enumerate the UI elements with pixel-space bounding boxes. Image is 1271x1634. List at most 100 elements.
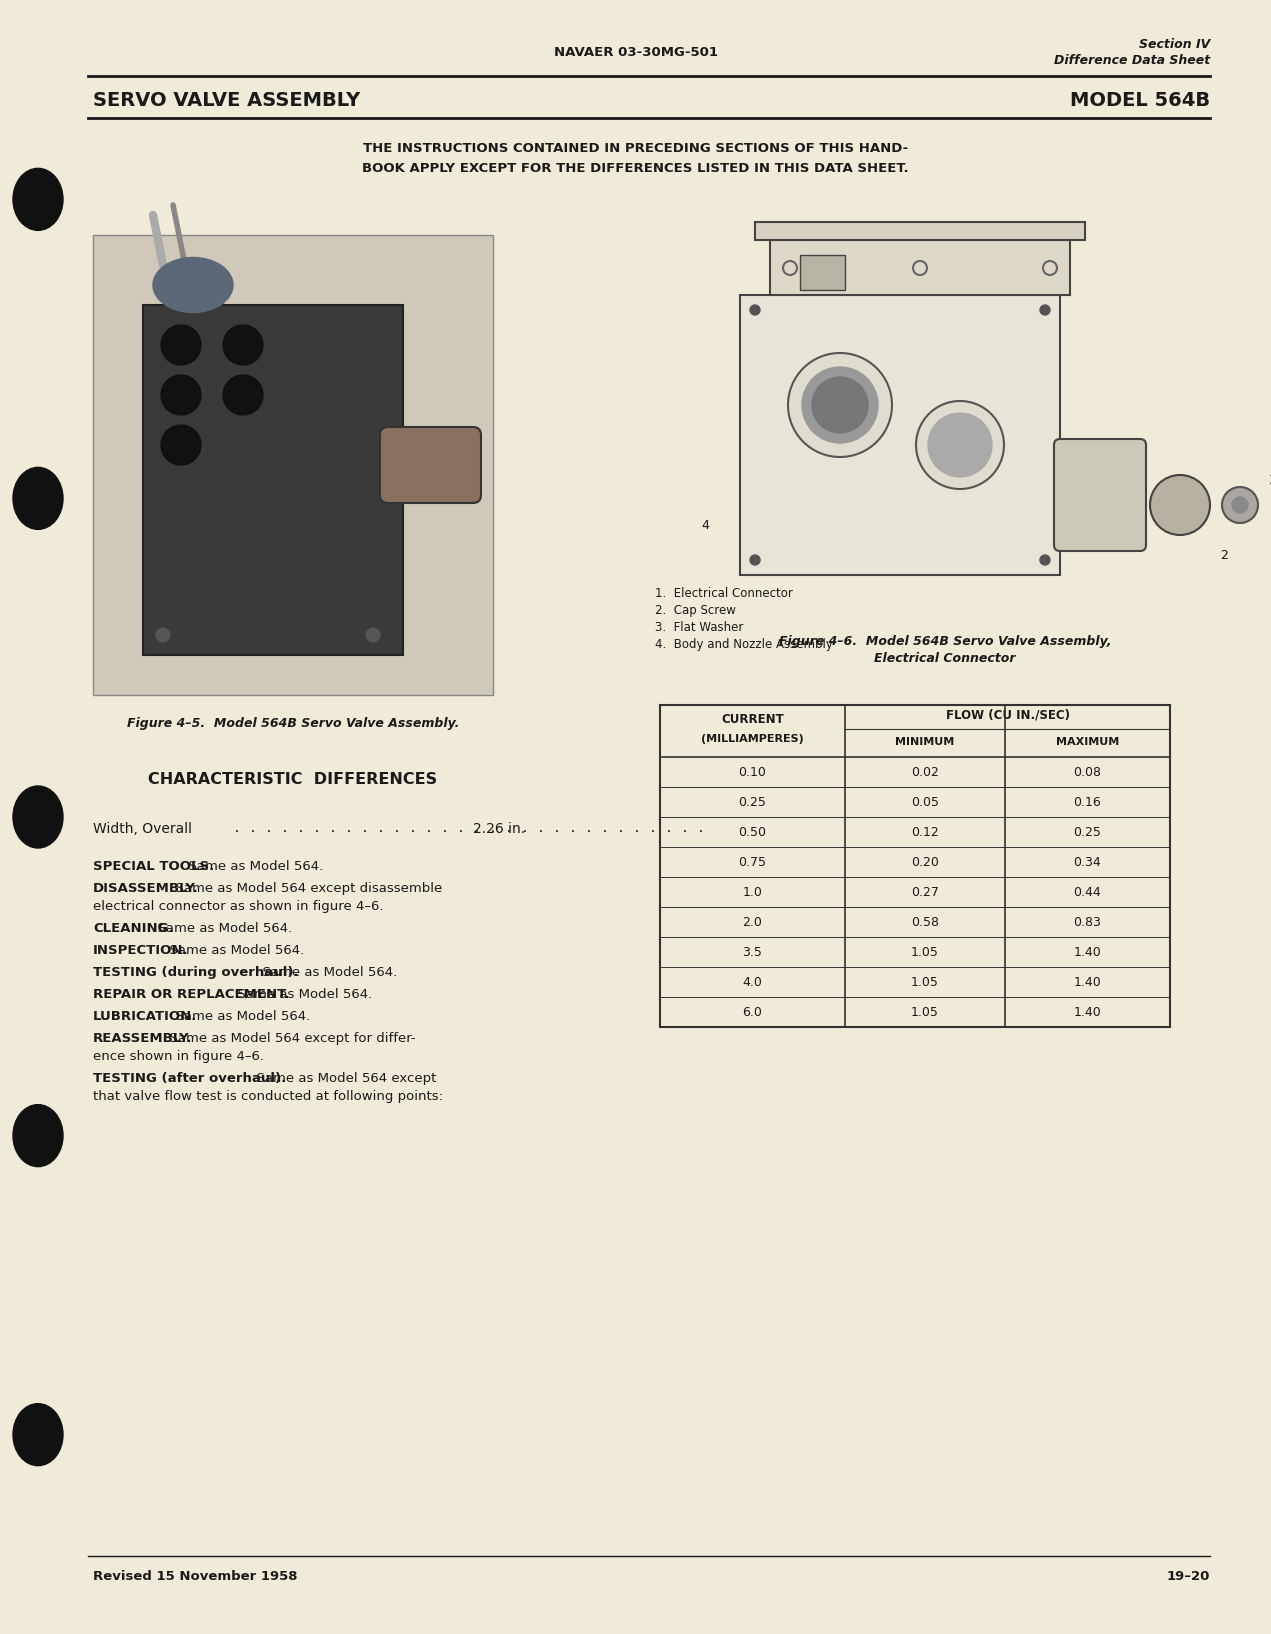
Circle shape [928, 413, 991, 477]
Text: 0.58: 0.58 [911, 915, 939, 928]
Text: 0.27: 0.27 [911, 886, 939, 899]
Text: 1.0: 1.0 [742, 886, 763, 899]
Text: 0.12: 0.12 [911, 825, 939, 838]
Text: ence shown in figure 4–6.: ence shown in figure 4–6. [93, 1051, 264, 1064]
Text: DISASSEMBLY.: DISASSEMBLY. [93, 882, 198, 895]
Text: 0.02: 0.02 [911, 765, 939, 778]
Text: 0.20: 0.20 [911, 856, 939, 869]
Text: 0.25: 0.25 [1074, 825, 1102, 838]
Text: 2.26 in.: 2.26 in. [473, 822, 525, 837]
Circle shape [750, 306, 760, 315]
Circle shape [1221, 487, 1258, 523]
Text: 0.08: 0.08 [1074, 765, 1102, 778]
Text: Same as Model 564 except for differ-: Same as Model 564 except for differ- [161, 1033, 416, 1046]
Ellipse shape [13, 467, 64, 529]
Text: MAXIMUM: MAXIMUM [1056, 737, 1120, 747]
Ellipse shape [13, 1105, 64, 1167]
Text: 0.05: 0.05 [911, 796, 939, 809]
Bar [799, 255, 845, 289]
Text: 1.40: 1.40 [1074, 975, 1102, 989]
Text: that valve flow test is conducted at following points:: that valve flow test is conducted at fol… [93, 1090, 444, 1103]
Bar [770, 240, 1070, 296]
Circle shape [750, 556, 760, 565]
FancyBboxPatch shape [380, 426, 480, 503]
Text: 0.25: 0.25 [738, 796, 766, 809]
Bar [144, 306, 403, 655]
Text: 0.50: 0.50 [738, 825, 766, 838]
Text: 1.05: 1.05 [911, 975, 939, 989]
Text: CURRENT: CURRENT [721, 712, 784, 725]
Text: 3.  Flat Washer: 3. Flat Washer [655, 621, 744, 634]
FancyBboxPatch shape [1054, 440, 1146, 551]
Text: Same as Model 564.: Same as Model 564. [161, 944, 305, 958]
Text: Difference Data Sheet: Difference Data Sheet [1054, 54, 1210, 67]
Text: TESTING (during overhaul).: TESTING (during overhaul). [93, 966, 299, 979]
Circle shape [161, 325, 201, 364]
Text: 6.0: 6.0 [742, 1005, 763, 1018]
Text: Figure 4–6.  Model 564B Servo Valve Assembly,: Figure 4–6. Model 564B Servo Valve Assem… [779, 636, 1111, 649]
Text: 3: 3 [1268, 474, 1271, 487]
Text: SPECIAL TOOLS.: SPECIAL TOOLS. [93, 859, 215, 873]
Circle shape [156, 627, 170, 642]
Text: 0.44: 0.44 [1074, 886, 1102, 899]
Text: 0.10: 0.10 [738, 765, 766, 778]
Text: Same as Model 564.: Same as Model 564. [179, 859, 323, 873]
Text: Same as Model 564.: Same as Model 564. [168, 1010, 310, 1023]
Text: electrical connector as shown in figure 4–6.: electrical connector as shown in figure … [93, 900, 384, 913]
Text: 1.  Electrical Connector: 1. Electrical Connector [655, 587, 793, 600]
Text: 2.  Cap Screw: 2. Cap Screw [655, 605, 736, 618]
Circle shape [1232, 497, 1248, 513]
Text: Same as Model 564.: Same as Model 564. [229, 989, 372, 1002]
Text: . . . . . . . . . . . . . . . . . . . . . . . . . . . . . .: . . . . . . . . . . . . . . . . . . . . … [233, 822, 713, 835]
Text: 0.83: 0.83 [1074, 915, 1102, 928]
Text: Revised 15 November 1958: Revised 15 November 1958 [93, 1570, 297, 1583]
Circle shape [1040, 556, 1050, 565]
Bar [740, 296, 1060, 575]
Text: MODEL 564B: MODEL 564B [1070, 90, 1210, 109]
Circle shape [222, 325, 263, 364]
Text: Section IV: Section IV [1139, 38, 1210, 51]
Text: TESTING (after overhaul).: TESTING (after overhaul). [93, 1072, 286, 1085]
Text: NAVAER 03-30MG-501: NAVAER 03-30MG-501 [553, 46, 718, 59]
Circle shape [161, 374, 201, 415]
Text: 2: 2 [1220, 549, 1228, 562]
Text: 4.0: 4.0 [742, 975, 763, 989]
Text: 4: 4 [702, 518, 709, 531]
Circle shape [802, 368, 878, 443]
Text: 1.05: 1.05 [911, 1005, 939, 1018]
Text: MINIMUM: MINIMUM [895, 737, 955, 747]
Text: 0.75: 0.75 [738, 856, 766, 869]
Text: Same as Model 564 except: Same as Model 564 except [248, 1072, 436, 1085]
Text: 4.  Body and Nozzle Assembly: 4. Body and Nozzle Assembly [655, 637, 833, 650]
Ellipse shape [153, 258, 233, 312]
Ellipse shape [13, 1404, 64, 1466]
Text: FLOW (CU IN./SEC): FLOW (CU IN./SEC) [946, 709, 1069, 722]
Text: 19–20: 19–20 [1167, 1570, 1210, 1583]
Text: REASSEMBLY.: REASSEMBLY. [93, 1033, 192, 1046]
Text: Electrical Connector: Electrical Connector [874, 652, 1016, 665]
Text: CHARACTERISTIC  DIFFERENCES: CHARACTERISTIC DIFFERENCES [149, 771, 437, 788]
Circle shape [222, 374, 263, 415]
Text: SERVO VALVE ASSEMBLY: SERVO VALVE ASSEMBLY [93, 90, 360, 109]
Text: CLEANING.: CLEANING. [93, 922, 174, 935]
Text: THE INSTRUCTIONS CONTAINED IN PRECEDING SECTIONS OF THIS HAND-: THE INSTRUCTIONS CONTAINED IN PRECEDING … [364, 142, 907, 155]
Bar [660, 704, 1171, 1028]
Text: Same as Model 564.: Same as Model 564. [254, 966, 398, 979]
Ellipse shape [13, 786, 64, 848]
Text: Same as Model 564 except disassemble: Same as Model 564 except disassemble [168, 882, 442, 895]
Text: Same as Model 564.: Same as Model 564. [149, 922, 292, 935]
Text: 0.34: 0.34 [1074, 856, 1102, 869]
Circle shape [366, 627, 380, 642]
Text: Figure 4–5.  Model 564B Servo Valve Assembly.: Figure 4–5. Model 564B Servo Valve Assem… [127, 717, 459, 730]
Text: 1.40: 1.40 [1074, 1005, 1102, 1018]
Circle shape [812, 377, 868, 433]
Bar [755, 222, 1085, 240]
Text: (MILLIAMPERES): (MILLIAMPERES) [702, 734, 803, 743]
Text: 0.16: 0.16 [1074, 796, 1102, 809]
Ellipse shape [1150, 475, 1210, 534]
Text: 2.0: 2.0 [742, 915, 763, 928]
Circle shape [1040, 306, 1050, 315]
Text: 3.5: 3.5 [742, 946, 763, 959]
Text: REPAIR OR REPLACEMENT.: REPAIR OR REPLACEMENT. [93, 989, 290, 1002]
Circle shape [161, 425, 201, 466]
